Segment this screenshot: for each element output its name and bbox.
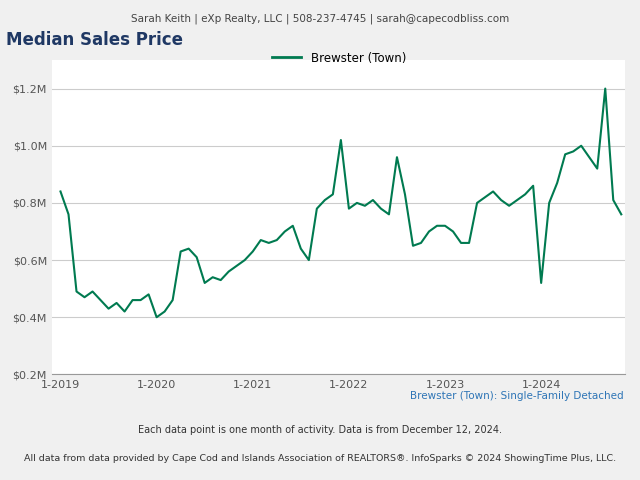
- Text: Each data point is one month of activity. Data is from December 12, 2024.: Each data point is one month of activity…: [138, 425, 502, 435]
- Text: Median Sales Price: Median Sales Price: [6, 31, 184, 49]
- Text: Brewster (Town): Single-Family Detached: Brewster (Town): Single-Family Detached: [410, 391, 624, 401]
- Text: All data from data provided by Cape Cod and Islands Association of REALTORS®. In: All data from data provided by Cape Cod …: [24, 454, 616, 463]
- Legend: Brewster (Town): Brewster (Town): [267, 47, 411, 70]
- Text: Sarah Keith | eXp Realty, LLC | 508-237-4745 | sarah@capecodbliss.com: Sarah Keith | eXp Realty, LLC | 508-237-…: [131, 13, 509, 24]
